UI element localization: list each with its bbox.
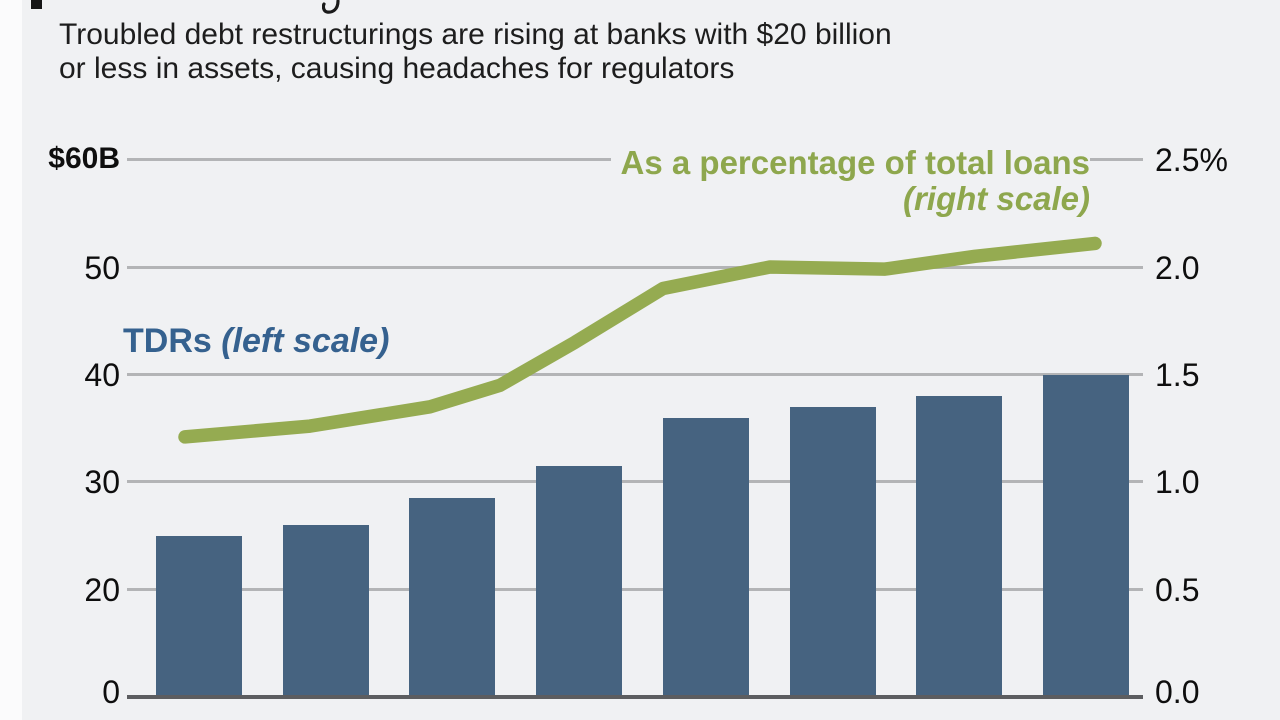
bar-tdr (1042, 374, 1129, 699)
left-axis-tick-label: $60B (48, 141, 120, 175)
chart-subtitle: Troubled debt restructurings are rising … (59, 18, 1219, 86)
left-axis-tick-label: 30 (84, 463, 120, 500)
bar-series-legend-scale: (left scale) (221, 322, 390, 360)
left-axis-tick-label: 20 (84, 571, 120, 608)
bar-tdr (282, 525, 369, 699)
x-axis-line (127, 695, 1143, 699)
gridline (127, 373, 1143, 376)
bar-tdr (536, 465, 623, 699)
right-axis-tick-label: 0.5 (1155, 571, 1200, 608)
line-series-legend: As a percentage of total loans (right sc… (610, 144, 1090, 217)
bar-tdr (156, 535, 242, 699)
bar-tdr (916, 396, 1003, 699)
gridline (127, 266, 1143, 269)
cropped-letter-descender-icon (322, 0, 340, 14)
left-axis-tick-label: 50 (84, 249, 120, 286)
left-margin-strip (0, 0, 22, 720)
line-series-legend-title: As a percentage of total loans (620, 144, 1090, 181)
line-series-legend-scale: (right scale) (902, 180, 1090, 217)
bar-tdr (409, 498, 496, 699)
cropped-headline-fragment (31, 0, 42, 9)
left-axis-tick-label: 40 (84, 356, 120, 393)
bar-tdr (662, 417, 749, 699)
gridline (127, 480, 1143, 483)
bar-tdr (789, 406, 876, 699)
subtitle-line-2: or less in assets, causing headaches for… (59, 52, 735, 85)
left-axis-tick-label: 0 (102, 674, 120, 710)
gridline (127, 588, 1143, 591)
bar-series-legend-title: TDRs (123, 322, 222, 360)
right-axis-tick-label: 1.5 (1155, 356, 1200, 393)
right-axis-tick-label: 0.0 (1155, 674, 1200, 710)
bar-series-legend: TDRs (left scale) (123, 323, 389, 359)
right-axis-tick-label: 1.0 (1155, 463, 1200, 500)
right-axis-tick-label: 2.0 (1155, 249, 1200, 286)
subtitle-line-1: Troubled debt restructurings are rising … (59, 18, 892, 51)
right-axis-tick-label: 2.5% (1155, 141, 1228, 178)
